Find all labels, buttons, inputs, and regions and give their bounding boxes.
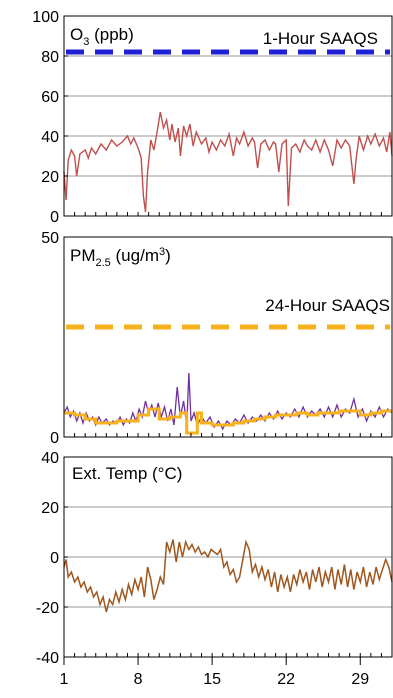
panel-pm25: 24-Hour SAAQS 0 50 PM2.5 (ug/m3): [41, 230, 393, 447]
panel-o3: 1-Hour SAAQS 0 20 40 60 80 100 O3 (ppb): [32, 9, 393, 226]
o3-plot-frame: [63, 15, 393, 217]
y-tick-label: 20: [41, 169, 59, 186]
pm25-hourly-series-line: [63, 372, 393, 431]
y-tick-label: 100: [32, 9, 59, 26]
y-tick-label: 0: [50, 209, 59, 226]
y-tick-label: 0: [50, 430, 59, 447]
y-tick-label: 50: [41, 230, 59, 247]
y-tick-label: 0: [50, 550, 59, 567]
x-tick-label: 29: [351, 671, 369, 688]
y-tick-label: -20: [36, 600, 59, 617]
x-tick-label: 22: [277, 671, 295, 688]
y-tick-label: 80: [41, 49, 59, 66]
y-tick-label: -40: [36, 650, 59, 667]
o3-reference-label: 1-Hour SAAQS: [263, 29, 378, 48]
x-tick-label: 8: [134, 671, 143, 688]
y-tick-label: 40: [41, 129, 59, 146]
temp-series-line: [63, 539, 393, 613]
pm25-daily-series-line: [64, 407, 392, 435]
temp-panel-title: Ext. Temp (°C): [72, 464, 182, 483]
pm25-panel-title: PM2.5 (ug/m3): [70, 246, 171, 269]
panel-ext-temp: -40 -20 0 20 40 1 8 15 22 29 Ext. Temp (°C): [36, 450, 393, 688]
y-tick-label: 40: [41, 450, 59, 467]
y-tick-label: 60: [41, 89, 59, 106]
x-tick-label: 1: [60, 671, 69, 688]
o3-panel-title: O3 (ppb): [70, 25, 134, 48]
o3-series-line: [63, 111, 393, 213]
x-tick-label: 15: [203, 671, 221, 688]
pm25-plot-frame: [63, 236, 393, 438]
y-tick-label: 20: [41, 500, 59, 517]
pm25-reference-label: 24-Hour SAAQS: [265, 296, 390, 315]
